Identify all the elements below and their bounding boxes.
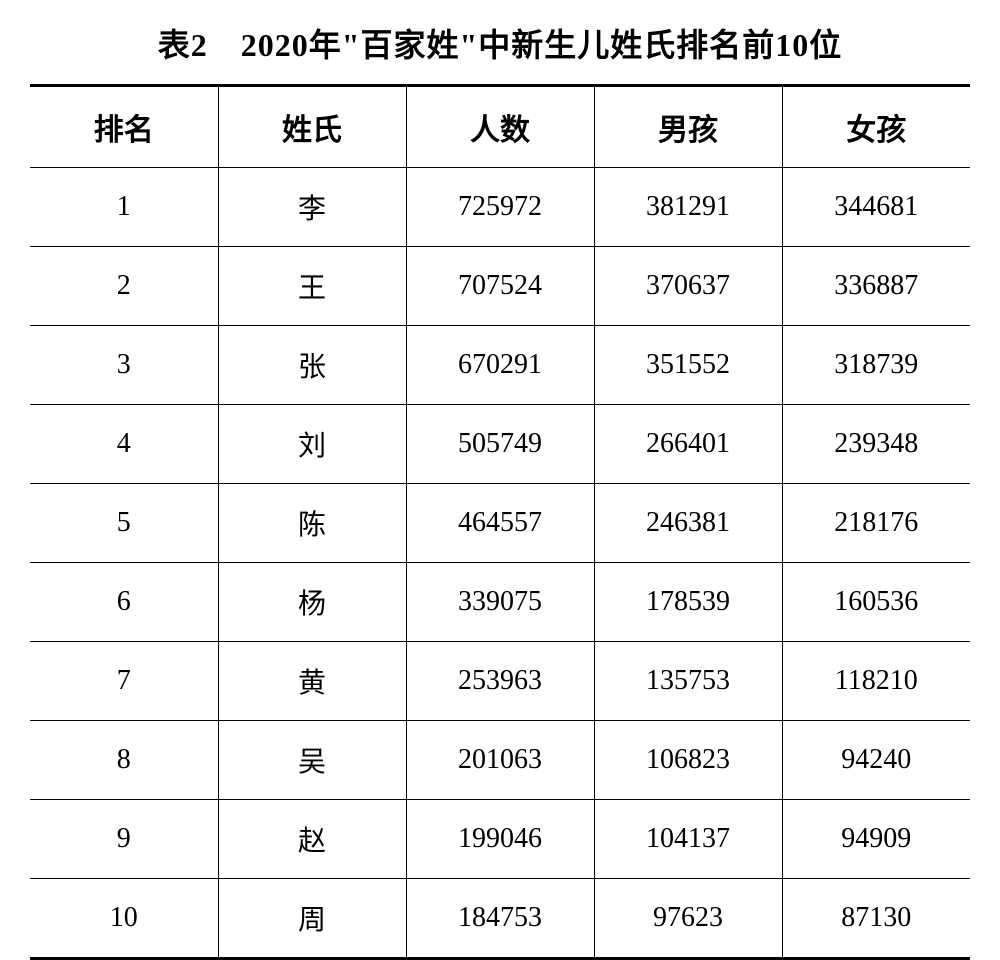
cell-girls: 94240 [782, 721, 970, 800]
cell-count: 464557 [406, 484, 594, 563]
cell-surname: 赵 [218, 800, 406, 879]
cell-count: 199046 [406, 800, 594, 879]
cell-boys: 104137 [594, 800, 782, 879]
cell-count: 505749 [406, 405, 594, 484]
cell-surname: 陈 [218, 484, 406, 563]
cell-count: 253963 [406, 642, 594, 721]
cell-boys: 370637 [594, 247, 782, 326]
cell-rank: 4 [30, 405, 218, 484]
cell-surname: 周 [218, 879, 406, 959]
cell-rank: 7 [30, 642, 218, 721]
cell-girls: 87130 [782, 879, 970, 959]
cell-girls: 336887 [782, 247, 970, 326]
header-rank: 排名 [30, 86, 218, 168]
cell-rank: 8 [30, 721, 218, 800]
cell-boys: 246381 [594, 484, 782, 563]
table-row: 7 黄 253963 135753 118210 [30, 642, 970, 721]
cell-count: 184753 [406, 879, 594, 959]
cell-count: 707524 [406, 247, 594, 326]
cell-rank: 5 [30, 484, 218, 563]
cell-rank: 3 [30, 326, 218, 405]
cell-boys: 135753 [594, 642, 782, 721]
cell-count: 339075 [406, 563, 594, 642]
table-title: 表2 2020年"百家姓"中新生儿姓氏排名前10位 [30, 20, 970, 66]
cell-boys: 97623 [594, 879, 782, 959]
cell-girls: 318739 [782, 326, 970, 405]
cell-surname: 吴 [218, 721, 406, 800]
cell-boys: 106823 [594, 721, 782, 800]
cell-rank: 9 [30, 800, 218, 879]
cell-count: 725972 [406, 168, 594, 247]
surname-table: 排名 姓氏 人数 男孩 女孩 1 李 725972 381291 344681 … [30, 84, 970, 960]
cell-surname: 杨 [218, 563, 406, 642]
cell-rank: 6 [30, 563, 218, 642]
cell-rank: 2 [30, 247, 218, 326]
cell-boys: 178539 [594, 563, 782, 642]
header-boys: 男孩 [594, 86, 782, 168]
cell-girls: 160536 [782, 563, 970, 642]
cell-boys: 351552 [594, 326, 782, 405]
cell-girls: 218176 [782, 484, 970, 563]
table-row: 2 王 707524 370637 336887 [30, 247, 970, 326]
cell-girls: 239348 [782, 405, 970, 484]
cell-count: 670291 [406, 326, 594, 405]
table-row: 1 李 725972 381291 344681 [30, 168, 970, 247]
table-row: 4 刘 505749 266401 239348 [30, 405, 970, 484]
table-row: 5 陈 464557 246381 218176 [30, 484, 970, 563]
cell-surname: 刘 [218, 405, 406, 484]
cell-surname: 李 [218, 168, 406, 247]
cell-girls: 344681 [782, 168, 970, 247]
table-header-row: 排名 姓氏 人数 男孩 女孩 [30, 86, 970, 168]
header-count: 人数 [406, 86, 594, 168]
table-row: 10 周 184753 97623 87130 [30, 879, 970, 959]
table-row: 8 吴 201063 106823 94240 [30, 721, 970, 800]
header-girls: 女孩 [782, 86, 970, 168]
header-surname: 姓氏 [218, 86, 406, 168]
cell-surname: 黄 [218, 642, 406, 721]
cell-girls: 94909 [782, 800, 970, 879]
table-row: 3 张 670291 351552 318739 [30, 326, 970, 405]
cell-surname: 王 [218, 247, 406, 326]
cell-boys: 266401 [594, 405, 782, 484]
cell-rank: 1 [30, 168, 218, 247]
cell-girls: 118210 [782, 642, 970, 721]
cell-count: 201063 [406, 721, 594, 800]
cell-rank: 10 [30, 879, 218, 959]
table-row: 9 赵 199046 104137 94909 [30, 800, 970, 879]
cell-surname: 张 [218, 326, 406, 405]
cell-boys: 381291 [594, 168, 782, 247]
table-row: 6 杨 339075 178539 160536 [30, 563, 970, 642]
